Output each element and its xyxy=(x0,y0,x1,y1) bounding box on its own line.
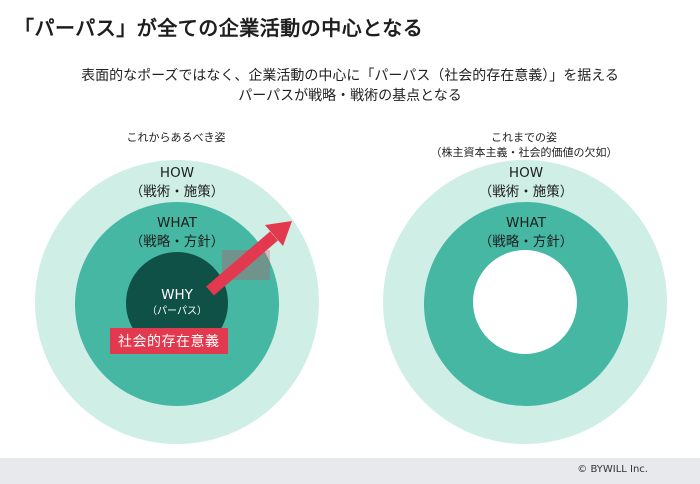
footer-bar: © BYWILL Inc. xyxy=(0,458,700,484)
left-what-label: WHAT （戦略・方針） xyxy=(97,214,257,252)
right-empty-center xyxy=(473,250,577,354)
left-why-title: WHY xyxy=(161,287,193,303)
left-how-label: HOW （戦術・施策） xyxy=(97,164,257,202)
subtitle-line-1: 表面的なポーズではなく、企業活動の中心に「パーパス（社会的存在意義）」を据える xyxy=(81,68,619,84)
right-what-label: WHAT （戦略・方針） xyxy=(446,214,606,252)
right-what-title: WHAT xyxy=(506,215,546,231)
right-panel-heading: これまでの姿 （株主資本主義・社会的価値の欠如） xyxy=(414,130,634,160)
right-how-title: HOW xyxy=(508,165,544,181)
right-how-label: HOW （戦術・施策） xyxy=(446,164,606,202)
left-how-subtitle: （戦術・施策） xyxy=(129,184,225,200)
copyright-text: © BYWILL Inc. xyxy=(577,464,648,475)
left-how-title: HOW xyxy=(159,165,195,181)
right-how-subtitle: （戦術・施策） xyxy=(478,184,574,200)
left-what-subtitle: （戦略・方針） xyxy=(129,234,225,250)
left-why-label: WHY （パーパス） xyxy=(127,286,227,319)
right-what-subtitle: （戦略・方針） xyxy=(478,234,574,250)
left-why-subtitle: （パーパス） xyxy=(147,306,207,317)
page-title: 「パーパス」が全ての企業活動の中心となる xyxy=(14,16,424,40)
left-what-title: WHAT xyxy=(157,215,197,231)
right-panel-heading-subtitle: （株主資本主義・社会的価値の欠如） xyxy=(430,146,618,159)
arrow-icon xyxy=(206,221,292,296)
subtitle-line-2: パーパスが戦略・戦術の基点となる xyxy=(238,88,462,104)
right-panel-heading-title: これまでの姿 xyxy=(491,131,557,144)
left-panel-heading: これからあるべき姿 xyxy=(126,131,226,144)
social-purpose-badge: 社会的存在意義 xyxy=(110,328,228,354)
